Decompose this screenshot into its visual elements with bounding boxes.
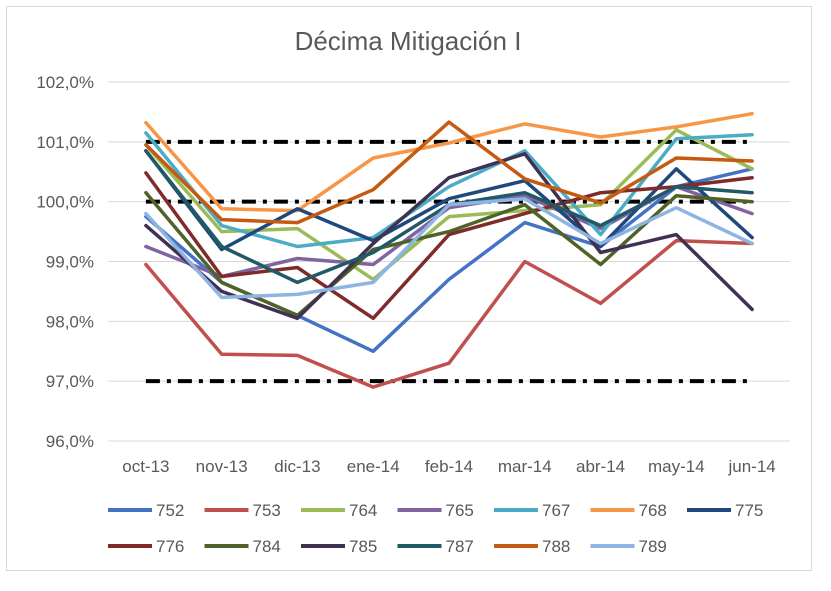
legend-label-765: 765 [446, 501, 474, 520]
y-tick-label: 101,0% [36, 133, 94, 152]
legend-label-767: 767 [542, 501, 570, 520]
legend-label-764: 764 [349, 501, 377, 520]
series-768-line [144, 111, 754, 213]
series-764-line [144, 128, 754, 282]
chart-title: Décima Mitigación I [295, 26, 522, 56]
x-tick-label: feb-14 [425, 457, 473, 476]
legend-label-768: 768 [639, 501, 667, 520]
series-789-line [144, 196, 754, 300]
y-axis-tick-labels: 96,0% 97,0% 98,0% 99,0% 100,0% 101,0% 102,0% [36, 73, 94, 451]
x-tick-label: ene-14 [347, 457, 400, 476]
legend-label-787: 787 [446, 537, 474, 556]
x-tick-label: may-14 [648, 457, 705, 476]
x-tick-label: nov-13 [196, 457, 248, 476]
series-767-line [144, 131, 754, 249]
series-775-line [144, 149, 754, 252]
x-tick-label: oct-13 [122, 457, 169, 476]
legend: 752 753 764 765 767 768 775 776 784 785 787 788 789 [108, 501, 763, 556]
y-tick-label: 100,0% [36, 193, 94, 212]
y-tick-label: 96,0% [46, 432, 94, 451]
y-tick-label: 97,0% [46, 372, 94, 391]
legend-label-776: 776 [156, 537, 184, 556]
y-tick-label: 98,0% [46, 312, 94, 331]
x-tick-label: jun-14 [727, 457, 775, 476]
y-tick-label: 102,0% [36, 73, 94, 92]
legend-label-788: 788 [542, 537, 570, 556]
series-lines [144, 111, 754, 389]
series-776-line [144, 171, 754, 321]
x-tick-label: dic-13 [274, 457, 320, 476]
y-tick-label: 99,0% [46, 253, 94, 272]
legend-label-753: 753 [253, 501, 281, 520]
x-tick-label: abr-14 [576, 457, 625, 476]
reference-lines [145, 139, 753, 384]
legend-label-789: 789 [639, 537, 667, 556]
x-tick-label: mar-14 [498, 457, 552, 476]
series-788-line [144, 120, 754, 225]
series-785-line [144, 152, 754, 321]
legend-label-775: 775 [735, 501, 763, 520]
x-axis-tick-labels: oct-13 nov-13 dic-13 ene-14 feb-14 mar-14 abr-… [122, 457, 775, 476]
legend-label-785: 785 [349, 537, 377, 556]
series-753-line [144, 238, 754, 389]
legend-label-752: 752 [156, 501, 184, 520]
chart-frame [6, 6, 812, 571]
legend-label-784: 784 [253, 537, 281, 556]
